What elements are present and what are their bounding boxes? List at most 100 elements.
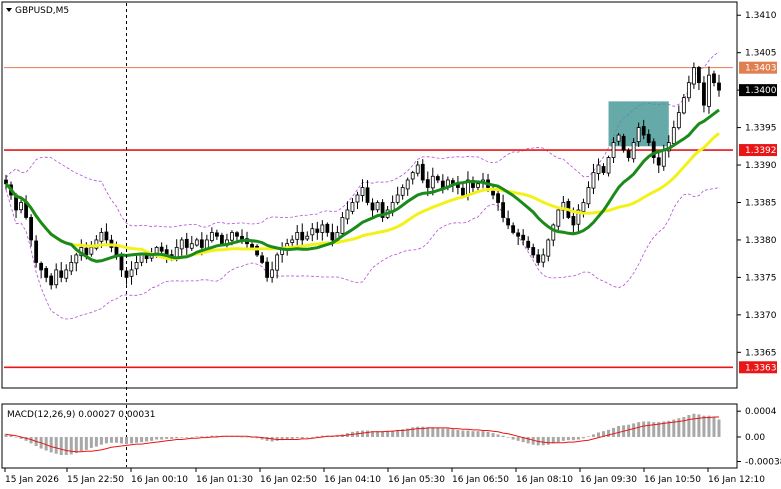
macd-histogram-bar (501, 435, 505, 437)
chart-menu-icon[interactable] (6, 8, 12, 12)
macd-histogram-bar (486, 431, 490, 437)
macd-histogram-bar (566, 436, 570, 441)
macd-histogram-bar (496, 434, 500, 437)
macd-histogram-bar (602, 431, 606, 437)
candle-body (260, 255, 264, 263)
time-tick-label: 15 Jan 22:50 (67, 475, 124, 485)
macd-histogram-bar (657, 422, 661, 437)
candle-body (74, 254, 79, 264)
macd-histogram-bar (677, 418, 681, 437)
macd-histogram-bar (667, 420, 671, 437)
candle-body (139, 254, 144, 263)
candle-body (230, 232, 234, 241)
macd-histogram-bar (637, 422, 641, 437)
macd-histogram-bar (647, 421, 651, 437)
candle-body (265, 261, 269, 278)
ma-fast-line (4, 108, 720, 263)
candle-body (430, 175, 435, 189)
candle-body (235, 232, 239, 237)
macd-histogram-bar (596, 432, 600, 437)
macd-histogram-bar (682, 416, 686, 437)
macd-histogram-bar (376, 431, 380, 437)
candle-body (315, 228, 320, 233)
candle-body (496, 193, 500, 203)
macd-histogram-bar (84, 436, 88, 450)
macd-panel (4, 413, 721, 456)
candle-body (325, 223, 330, 233)
candle-body (536, 254, 541, 263)
macd-histogram-bar (79, 436, 83, 452)
macd-tick-label: -0.00038 (745, 457, 781, 467)
macd-axis: 0.0004 0.00 -0.00038 (737, 407, 781, 467)
candle-body (440, 180, 445, 188)
candle-body (179, 239, 184, 250)
candle-body (214, 232, 219, 237)
macd-histogram-bar (652, 422, 656, 437)
macd-histogram-bar (24, 436, 28, 441)
macd-histogram-bar (14, 436, 18, 438)
candle-body (601, 166, 606, 173)
macd-histogram-bar (617, 426, 621, 437)
macd-histogram-bar (632, 423, 636, 437)
candle-body (305, 235, 310, 240)
candle-body (531, 247, 536, 256)
candle-body (616, 134, 621, 142)
macd-histogram-bar (471, 431, 475, 437)
macd-histogram-bar (205, 436, 209, 437)
candle-body (641, 126, 646, 136)
time-axis: 15 Jan 2026 15 Jan 22:50 16 Jan 00:10 16 Ja… (4, 468, 765, 485)
candle-body (64, 269, 69, 279)
candle-body (461, 187, 465, 196)
candle-body (511, 225, 516, 233)
macd-histogram-bar (315, 436, 319, 437)
candle-body (651, 141, 656, 158)
candle-body (199, 239, 204, 248)
macd-histogram-bar (295, 436, 299, 439)
candle-body (707, 74, 711, 107)
macd-histogram-bar (4, 433, 8, 437)
candle-body (661, 149, 666, 167)
macd-histogram-bar (195, 436, 199, 437)
macd-histogram-bar (571, 436, 575, 441)
candle-body (275, 254, 280, 271)
macd-histogram-bar (54, 436, 58, 454)
macd-histogram-bar (320, 435, 324, 437)
macd-histogram-bar (692, 413, 696, 437)
macd-histogram-bar (386, 431, 390, 437)
candle-body (104, 231, 109, 241)
candle-body (34, 240, 39, 263)
candle-body (320, 224, 325, 233)
macd-tick-label: 0.00 (745, 433, 765, 443)
macd-histogram-bar (491, 433, 495, 437)
candle-body (420, 163, 425, 181)
macd-histogram-bar (305, 436, 309, 438)
candle-body (295, 232, 300, 240)
candle-body (255, 245, 259, 256)
macd-histogram-bar (245, 436, 249, 438)
candle-body (546, 239, 551, 257)
candle-body (581, 202, 586, 212)
price-tick-label: 1.3395 (745, 124, 777, 134)
macd-histogram-bar (109, 436, 113, 443)
macd-histogram-bar (29, 436, 33, 444)
candle-body (611, 142, 616, 158)
candle-body (370, 202, 375, 211)
macd-histogram-bar (406, 428, 410, 437)
candle-body (671, 127, 676, 144)
macd-histogram-bar (591, 434, 595, 437)
macd-histogram-bar (155, 436, 159, 440)
macd-histogram-bar (104, 436, 108, 444)
macd-histogram-bar (627, 424, 631, 437)
macd-histogram-bar (581, 436, 585, 439)
macd-histogram-bar (546, 436, 550, 445)
macd-histogram-bar (9, 435, 13, 437)
candle-body (712, 73, 716, 84)
macd-histogram-bar (511, 436, 515, 440)
macd-histogram-bar (94, 436, 98, 447)
macd-histogram-bar (255, 436, 259, 439)
macd-histogram-bar (99, 436, 103, 445)
candle-body (330, 232, 335, 241)
time-tick-label: 16 Jan 12:10 (708, 475, 765, 485)
price-tick-label: 1.3390 (745, 161, 777, 171)
macd-histogram-bar (551, 436, 555, 444)
